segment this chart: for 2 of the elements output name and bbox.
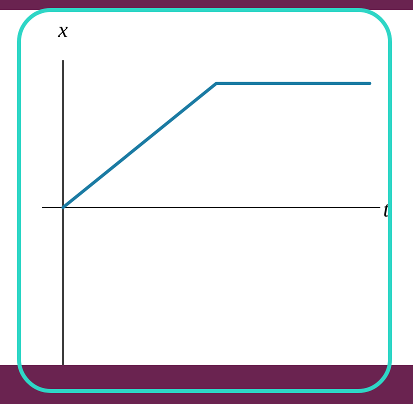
y-axis-title: x bbox=[57, 17, 68, 42]
x-axis-title: t bbox=[383, 196, 390, 222]
